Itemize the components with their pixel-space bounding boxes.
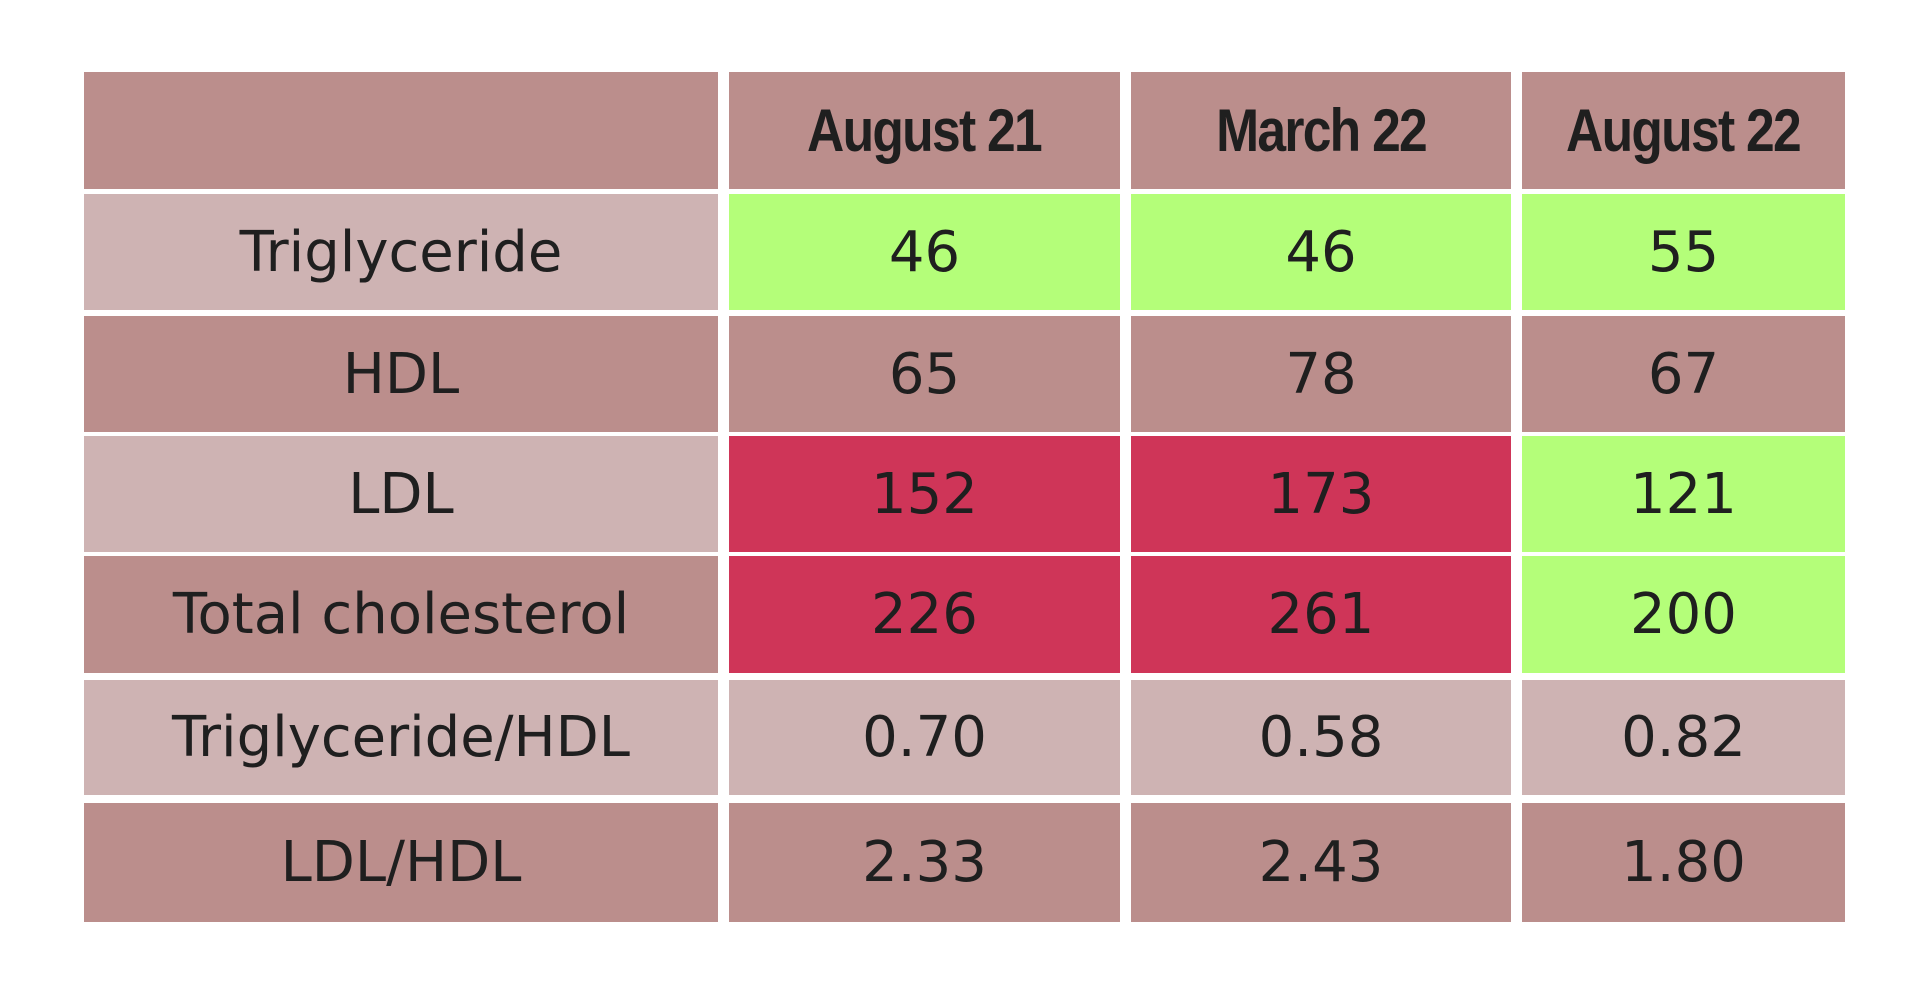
row-label: Triglyceride/HDL bbox=[84, 680, 718, 795]
data-cell: 0.82 bbox=[1522, 680, 1845, 795]
column-header: August 21 bbox=[729, 72, 1120, 189]
data-cell: 46 bbox=[1131, 194, 1511, 310]
data-cell: 0.70 bbox=[729, 680, 1120, 795]
data-cell: 226 bbox=[729, 556, 1120, 673]
data-cell: 173 bbox=[1131, 436, 1511, 552]
data-cell: 67 bbox=[1522, 316, 1845, 432]
row-label: LDL bbox=[84, 436, 718, 552]
data-cell: 200 bbox=[1522, 556, 1845, 673]
data-cell: 121 bbox=[1522, 436, 1845, 552]
column-header-label: March 22 bbox=[1216, 97, 1428, 164]
data-cell: 46 bbox=[729, 194, 1120, 310]
data-cell: 0.58 bbox=[1131, 680, 1511, 795]
row-label: Triglyceride bbox=[84, 194, 718, 310]
data-cell: 261 bbox=[1131, 556, 1511, 673]
data-cell: 55 bbox=[1522, 194, 1845, 310]
data-cell: 1.80 bbox=[1522, 803, 1845, 922]
data-cell: 2.33 bbox=[729, 803, 1120, 922]
row-label: LDL/HDL bbox=[84, 803, 718, 922]
header-corner-cell bbox=[84, 72, 718, 189]
row-label: Total cholesterol bbox=[84, 556, 718, 673]
column-header: August 22 bbox=[1522, 72, 1845, 189]
data-cell: 65 bbox=[729, 316, 1120, 432]
row-label: HDL bbox=[84, 316, 718, 432]
data-cell: 78 bbox=[1131, 316, 1511, 432]
data-cell: 152 bbox=[729, 436, 1120, 552]
data-cell: 2.43 bbox=[1131, 803, 1511, 922]
column-header: March 22 bbox=[1131, 72, 1511, 189]
column-header-label: August 22 bbox=[1566, 97, 1803, 164]
column-header-label: August 21 bbox=[807, 97, 1044, 164]
